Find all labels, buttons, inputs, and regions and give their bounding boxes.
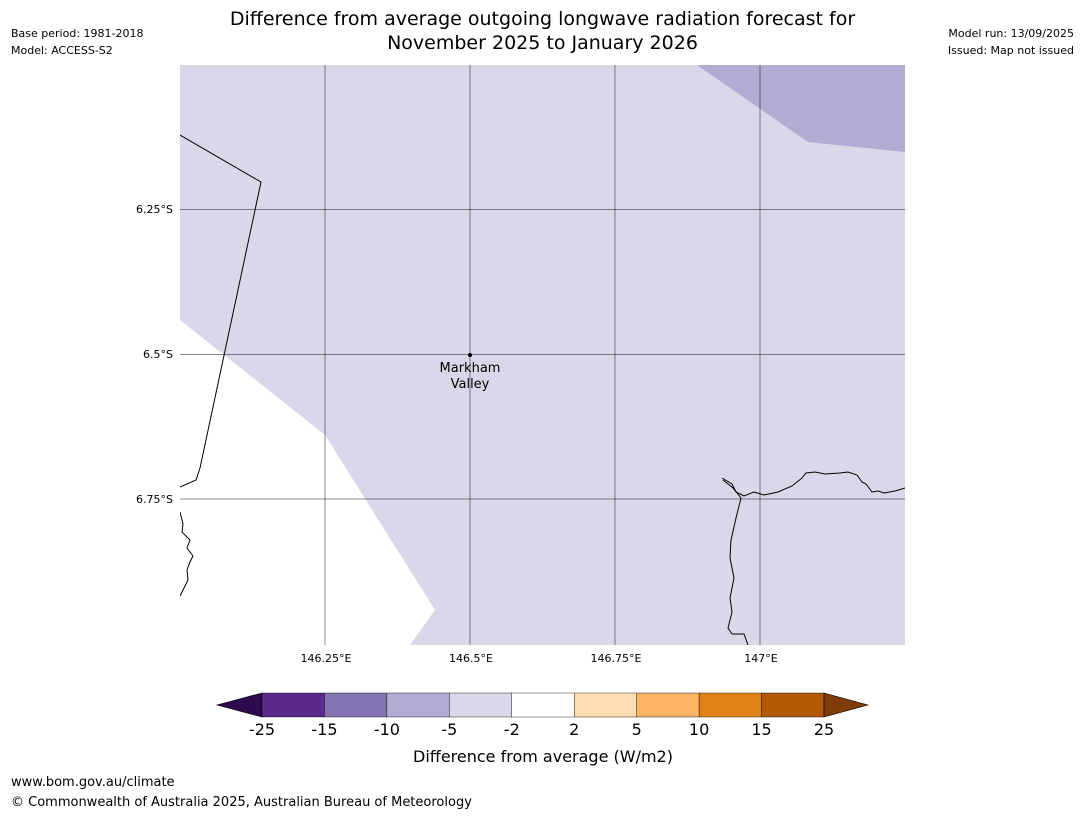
colorbar-title: Difference from average (W/m2) bbox=[413, 747, 673, 766]
colorbar-segment bbox=[261, 692, 325, 718]
anomaly-fill-neutral-region bbox=[180, 320, 435, 645]
graticule bbox=[180, 65, 905, 645]
metadata-left: Base period: 1981-2018 Model: ACCESS-S2 bbox=[11, 25, 143, 59]
model-run-text: Model run: 13/09/2025 bbox=[948, 27, 1074, 40]
coastline bbox=[180, 134, 905, 645]
colorbar-segment bbox=[574, 692, 637, 718]
map-area: Markham Valley bbox=[180, 65, 905, 645]
colorbar-extend-high bbox=[823, 692, 870, 718]
footer-url: www.bom.gov.au/climate bbox=[11, 775, 175, 790]
location-marker bbox=[468, 353, 472, 357]
footer-copyright: © Commonwealth of Australia 2025, Austra… bbox=[11, 795, 472, 810]
lon-tick-labels: 146.25°E 146.5°E 146.75°E 147°E bbox=[301, 652, 778, 665]
title-line-2: November 2025 to January 2026 bbox=[387, 32, 698, 54]
issued-text: Issued: Map not issued bbox=[947, 44, 1074, 57]
coastline-west bbox=[180, 511, 194, 597]
colorbar-tick-label: 5 bbox=[632, 720, 642, 739]
lat-tick-label: 6.75°S bbox=[136, 493, 173, 506]
place-label-line-2: Valley bbox=[451, 377, 490, 392]
lon-tick-label: 146.75°E bbox=[591, 652, 642, 665]
coastline-east bbox=[721, 471, 905, 497]
title-line-1: Difference from average outgoing longwav… bbox=[229, 8, 856, 30]
place-label-line-1: Markham bbox=[440, 361, 501, 376]
colorbar-tick-label: -25 bbox=[249, 720, 275, 739]
colorbar-tick-label: -10 bbox=[374, 720, 400, 739]
lon-tick-label: 147°E bbox=[744, 652, 777, 665]
colorbar-segment bbox=[449, 692, 512, 718]
lon-tick-label: 146.5°E bbox=[449, 652, 493, 665]
colorbar-tick-label: 25 bbox=[814, 720, 834, 739]
colorbar-segment bbox=[761, 692, 825, 718]
lat-tick-label: 6.5°S bbox=[143, 348, 173, 361]
colorbar-tick-label: -5 bbox=[441, 720, 457, 739]
colorbar-segment bbox=[636, 692, 700, 718]
colorbar-extend-low bbox=[215, 692, 263, 718]
colorbar-segment bbox=[324, 692, 388, 718]
model-text: Model: ACCESS-S2 bbox=[11, 44, 113, 57]
metadata-right: Model run: 13/09/2025 Issued: Map not is… bbox=[948, 25, 1074, 59]
map-title: Difference from average outgoing longwav… bbox=[180, 7, 905, 55]
base-period-text: Base period: 1981-2018 bbox=[11, 27, 144, 40]
colorbar-segment bbox=[698, 692, 762, 718]
lat-tick-label: 6.25°S bbox=[136, 203, 173, 216]
lat-tick-labels: 6.25°S 6.5°S 6.75°S bbox=[136, 203, 173, 506]
lon-tick-label: 146.25°E bbox=[301, 652, 352, 665]
colorbar-segment bbox=[511, 692, 575, 718]
colorbar-tick-label: -15 bbox=[311, 720, 337, 739]
colorbar-tick-label: 15 bbox=[751, 720, 771, 739]
colorbar-tick-label: 10 bbox=[689, 720, 709, 739]
border-line bbox=[180, 134, 262, 488]
colorbar: -25 -15 -10 -5 -2 2 5 10 15 25 bbox=[215, 692, 870, 739]
anomaly-fill-strong-region bbox=[697, 65, 905, 152]
colorbar-segment bbox=[386, 692, 450, 718]
colorbar-tick-label: 2 bbox=[569, 720, 579, 739]
colorbar-tick-label: -2 bbox=[504, 720, 520, 739]
river-line bbox=[722, 479, 749, 645]
